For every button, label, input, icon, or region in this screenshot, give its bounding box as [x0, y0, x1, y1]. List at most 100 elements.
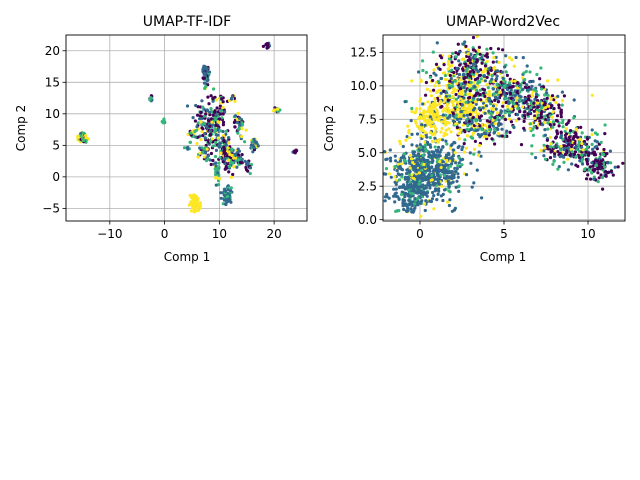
scatter-point [505, 73, 509, 77]
scatter-point [549, 142, 553, 146]
scatter-point [219, 151, 223, 155]
scatter-point [393, 154, 397, 158]
scatter-point [455, 117, 459, 121]
scatter-point [438, 160, 442, 164]
scatter-point [480, 70, 484, 74]
scatter-point [424, 70, 428, 75]
scatter-point [468, 112, 472, 117]
scatter-point [480, 128, 484, 132]
scatter-point [410, 204, 414, 208]
scatter-point [446, 116, 450, 120]
scatter-point [430, 133, 434, 137]
scatter-point [451, 103, 455, 107]
scatter-point [420, 123, 424, 127]
scatter-point [518, 110, 522, 114]
scatter-point [457, 120, 462, 124]
scatter-point [503, 117, 508, 122]
scatter-point [601, 187, 605, 191]
scatter-point [532, 88, 536, 92]
scatter-point [447, 54, 451, 58]
scatter-point [460, 163, 464, 167]
scatter-point [427, 176, 431, 180]
scatter-point [248, 166, 253, 170]
scatter-point [452, 70, 456, 75]
scatter-point [182, 146, 187, 150]
scatter-point [492, 130, 497, 134]
scatter-point [383, 199, 387, 203]
scatter-point [457, 189, 461, 193]
scatter-point [441, 71, 445, 75]
scatter-point [401, 200, 405, 204]
scatter-point [232, 156, 236, 160]
scatter-point [456, 172, 460, 176]
scatter-point [189, 131, 193, 135]
scatter-point [221, 134, 225, 138]
scatter-point [469, 80, 473, 85]
scatter-point [572, 98, 576, 102]
scatter-point [491, 118, 495, 122]
scatter-point [396, 195, 400, 199]
scatter-point [473, 106, 477, 110]
scatter-point [477, 107, 481, 111]
scatter-point [533, 114, 537, 118]
scatter-point [214, 140, 218, 145]
scatter-point [441, 145, 445, 149]
scatter-point [200, 126, 204, 130]
scatter-point [472, 80, 476, 85]
scatter-point [543, 121, 547, 125]
scatter-point [496, 47, 501, 51]
scatter-point [568, 138, 572, 142]
scatter-point [432, 116, 436, 120]
scatter-point [221, 112, 225, 116]
scatter-point [488, 125, 492, 129]
scatter-point [479, 77, 483, 81]
scatter-point [189, 209, 193, 213]
scatter-point [557, 106, 561, 110]
scatter-point [484, 99, 488, 104]
scatter-point [449, 130, 453, 134]
scatter-point [480, 196, 484, 200]
scatter-point [414, 182, 418, 186]
scatter-point [217, 120, 221, 124]
scatter-point [534, 95, 538, 99]
scatter-point [211, 113, 215, 117]
scatter-point [467, 119, 471, 123]
scatter-point [209, 151, 213, 156]
scatter-point [196, 121, 200, 125]
scatter-point [198, 114, 202, 118]
scatter-point [474, 100, 478, 104]
scatter-point [456, 52, 460, 56]
scatter-point [490, 77, 494, 81]
scatter-point [503, 80, 507, 84]
scatter-point [570, 150, 574, 154]
scatter-point [510, 85, 514, 89]
scatter-point [430, 150, 434, 154]
scatter-point [438, 67, 442, 71]
scatter-point [438, 154, 442, 158]
scatter-point [444, 155, 448, 159]
scatter-point [200, 130, 204, 134]
scatter-point [394, 159, 398, 163]
scatter-point [591, 168, 595, 172]
scatter-point [518, 90, 522, 94]
scatter-point [611, 173, 615, 177]
scatter-point [473, 85, 477, 89]
scatter-point [514, 104, 518, 108]
scatter-point [592, 177, 596, 181]
scatter-point [443, 120, 447, 124]
scatter-point [497, 122, 501, 126]
scatter-point [590, 142, 594, 146]
scatter-point [479, 134, 483, 138]
scatter-point [477, 150, 481, 154]
scatter-point [484, 132, 488, 136]
scatter-point [225, 154, 229, 158]
scatter-point [530, 84, 534, 88]
scatter-point [468, 58, 472, 62]
scatter-point [536, 105, 540, 109]
scatter-point [507, 111, 511, 115]
scatter-point [429, 145, 433, 149]
scatter-point [485, 75, 489, 79]
scatter-point [199, 120, 203, 124]
scatter-point [225, 194, 230, 198]
scatter-point [434, 73, 438, 77]
